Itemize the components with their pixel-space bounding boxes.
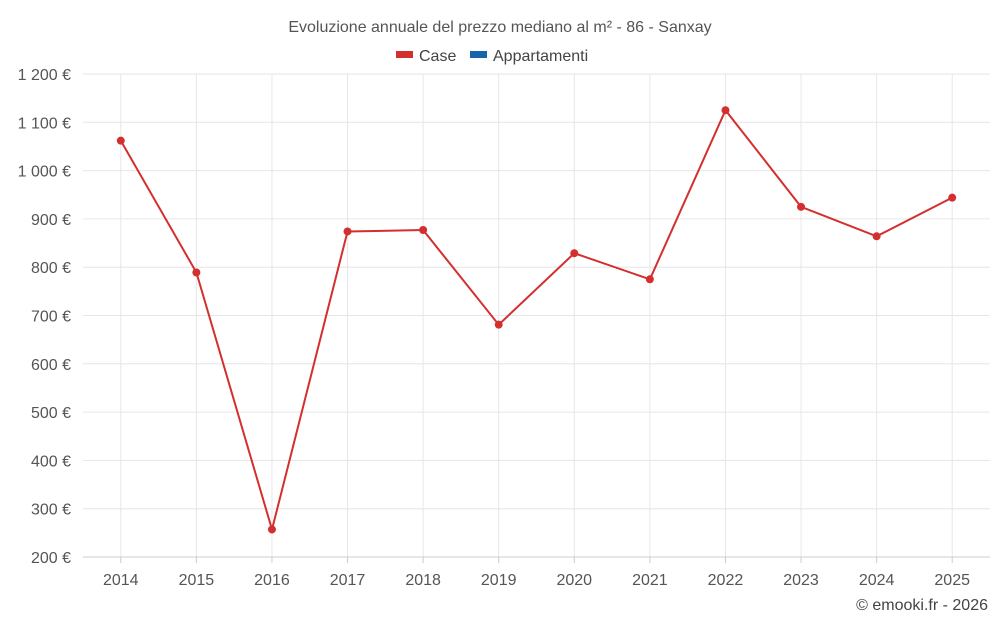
x-tick-label: 2018 [405, 572, 441, 589]
series-group [116, 106, 957, 534]
y-tick-label: 200 € [31, 550, 71, 567]
x-tick-label: 2021 [632, 572, 668, 589]
y-tick-label: 400 € [31, 453, 71, 470]
data-point[interactable] [267, 525, 276, 534]
y-tick-label: 800 € [31, 260, 71, 277]
x-tick-label: 2024 [859, 572, 895, 589]
y-tick-label: 1 000 € [18, 164, 71, 181]
data-point[interactable] [645, 275, 654, 284]
data-point[interactable] [116, 136, 125, 145]
y-tick-label: 1 100 € [18, 115, 71, 132]
x-tick-label: 2014 [103, 572, 139, 589]
x-tick-label: 2016 [254, 572, 290, 589]
chart-title: Evoluzione annuale del prezzo mediano al… [288, 19, 711, 36]
data-point[interactable] [948, 193, 957, 202]
y-tick-label: 600 € [31, 357, 71, 374]
y-tick-label: 700 € [31, 309, 71, 326]
x-tick-label: 2022 [708, 572, 744, 589]
x-tick-label: 2023 [783, 572, 819, 589]
y-tick-label: 900 € [31, 212, 71, 229]
legend: Case Appartamenti [396, 48, 588, 65]
data-point[interactable] [872, 232, 881, 241]
data-point[interactable] [192, 268, 201, 277]
x-tick-label: 2019 [481, 572, 517, 589]
series-line-case [119, 108, 953, 534]
legend-swatch-1[interactable] [470, 51, 487, 58]
x-tick-label: 2025 [934, 572, 970, 589]
y-tick-label: 300 € [31, 502, 71, 519]
y-tick-label: 1 200 € [18, 67, 71, 84]
data-point[interactable] [721, 106, 730, 115]
legend-label-0[interactable]: Case [419, 48, 456, 65]
data-point[interactable] [494, 320, 503, 329]
x-tick-label: 2020 [556, 572, 592, 589]
x-tick-label: 2017 [330, 572, 366, 589]
data-point[interactable] [570, 249, 579, 258]
data-point[interactable] [419, 226, 428, 235]
data-point[interactable] [343, 227, 352, 236]
credit-text: © emooki.fr - 2026 [856, 597, 988, 614]
y-axis: 200 € 300 € 400 € 500 € 600 € 700 € 800 € 900 €… [18, 67, 71, 567]
x-axis: 2014 2015 2016 2017 2018 2019 2020 2021 2022 2023… [83, 556, 990, 589]
y-tick-label: 500 € [31, 405, 71, 422]
data-point[interactable] [797, 202, 806, 211]
grid [83, 73, 990, 558]
legend-swatch-0[interactable] [396, 51, 413, 58]
legend-label-1[interactable]: Appartamenti [493, 48, 588, 65]
x-tick-label: 2015 [179, 572, 215, 589]
